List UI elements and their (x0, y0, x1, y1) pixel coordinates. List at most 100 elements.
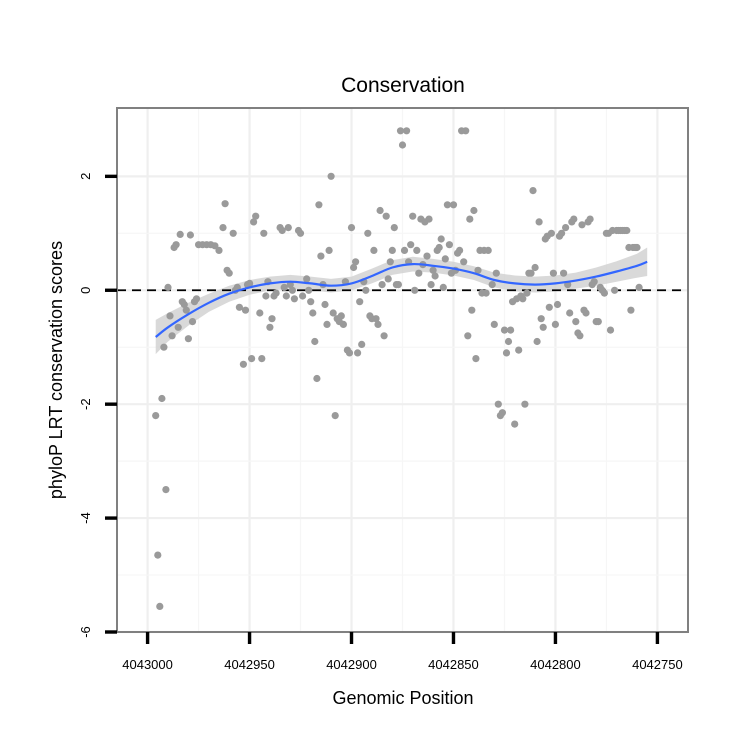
data-point (350, 263, 358, 272)
data-point (280, 283, 288, 291)
data-point (460, 258, 468, 266)
data-point (347, 224, 356, 232)
data-point (168, 332, 176, 340)
data-point (325, 246, 333, 254)
data-point (313, 374, 321, 383)
data-point (186, 231, 194, 239)
y-axis: -6 -4 -2 0 2 (78, 173, 117, 638)
data-point (572, 318, 580, 326)
data-point (425, 215, 433, 223)
data-point (303, 275, 311, 283)
data-point (386, 258, 394, 266)
data-point (284, 224, 292, 232)
data-point (329, 309, 337, 317)
data-point (423, 252, 431, 260)
data-point (462, 127, 470, 135)
data-point (474, 266, 482, 274)
data-point (562, 224, 570, 232)
data-point (184, 335, 192, 343)
data-point (409, 212, 417, 220)
data-point (160, 343, 168, 351)
data-point (439, 283, 447, 291)
data-point (435, 243, 443, 252)
data-point (188, 318, 197, 326)
data-point (172, 241, 180, 249)
data-point (633, 243, 641, 252)
panel-border (116, 107, 689, 633)
data-point (429, 266, 437, 274)
data-point (504, 337, 513, 346)
data-point (380, 332, 388, 340)
data-point (311, 337, 319, 346)
data-point (290, 295, 298, 303)
data-point (396, 127, 405, 135)
data-point (502, 349, 511, 357)
data-point (246, 279, 254, 287)
data-point (545, 303, 553, 311)
data-point (376, 206, 384, 215)
data-point (490, 320, 498, 328)
data-point (403, 127, 411, 135)
data-point (431, 272, 439, 280)
data-point (211, 242, 219, 250)
data-point (527, 269, 535, 277)
data-point (372, 315, 380, 323)
data-point (590, 278, 598, 286)
y-tick-label: 2 (78, 173, 93, 180)
data-point (288, 286, 296, 294)
data-point (154, 551, 162, 559)
data-point (282, 292, 290, 300)
data-point (398, 141, 407, 149)
data-point (331, 412, 339, 420)
data-point (394, 281, 402, 289)
data-point (337, 312, 345, 320)
data-point (472, 355, 480, 363)
data-point (623, 226, 631, 235)
data-point (464, 332, 472, 340)
data-point (215, 246, 223, 254)
data-point (323, 320, 331, 328)
loess-smooth-line (155, 260, 648, 338)
data-point (256, 309, 264, 317)
data-point (537, 315, 545, 323)
data-point (370, 246, 378, 254)
data-point (239, 360, 247, 368)
data-point (305, 286, 313, 294)
data-point (627, 306, 635, 314)
data-point (456, 246, 464, 254)
y-axis-title: phyloP LRT conservation scores (46, 241, 66, 499)
data-point (466, 215, 474, 223)
data-point (317, 252, 325, 260)
data-point (488, 281, 496, 289)
data-point (182, 306, 190, 314)
data-point (449, 201, 458, 209)
data-point (529, 187, 537, 195)
data-point (327, 172, 335, 180)
grid-lines (117, 108, 688, 634)
confidence-band (155, 247, 648, 355)
x-tick-label: 4042800 (530, 657, 581, 672)
data-point (547, 229, 556, 237)
data-point (250, 218, 258, 226)
data-point (445, 241, 453, 249)
data-point (164, 283, 172, 291)
data-point (570, 215, 578, 223)
data-point (315, 201, 323, 209)
data-point (382, 212, 390, 220)
data-point (611, 286, 619, 294)
data-point (437, 235, 445, 243)
data-point (390, 224, 398, 232)
data-point (635, 283, 643, 291)
data-point (443, 201, 451, 209)
data-point (219, 224, 227, 232)
data-point (600, 289, 609, 297)
data-point (241, 306, 250, 314)
data-point (296, 229, 305, 237)
data-point (378, 281, 386, 289)
data-point (364, 229, 372, 237)
data-point (262, 292, 270, 300)
data-point (413, 246, 421, 254)
data-point (586, 215, 594, 223)
data-point (152, 412, 160, 420)
data-point (582, 309, 590, 317)
